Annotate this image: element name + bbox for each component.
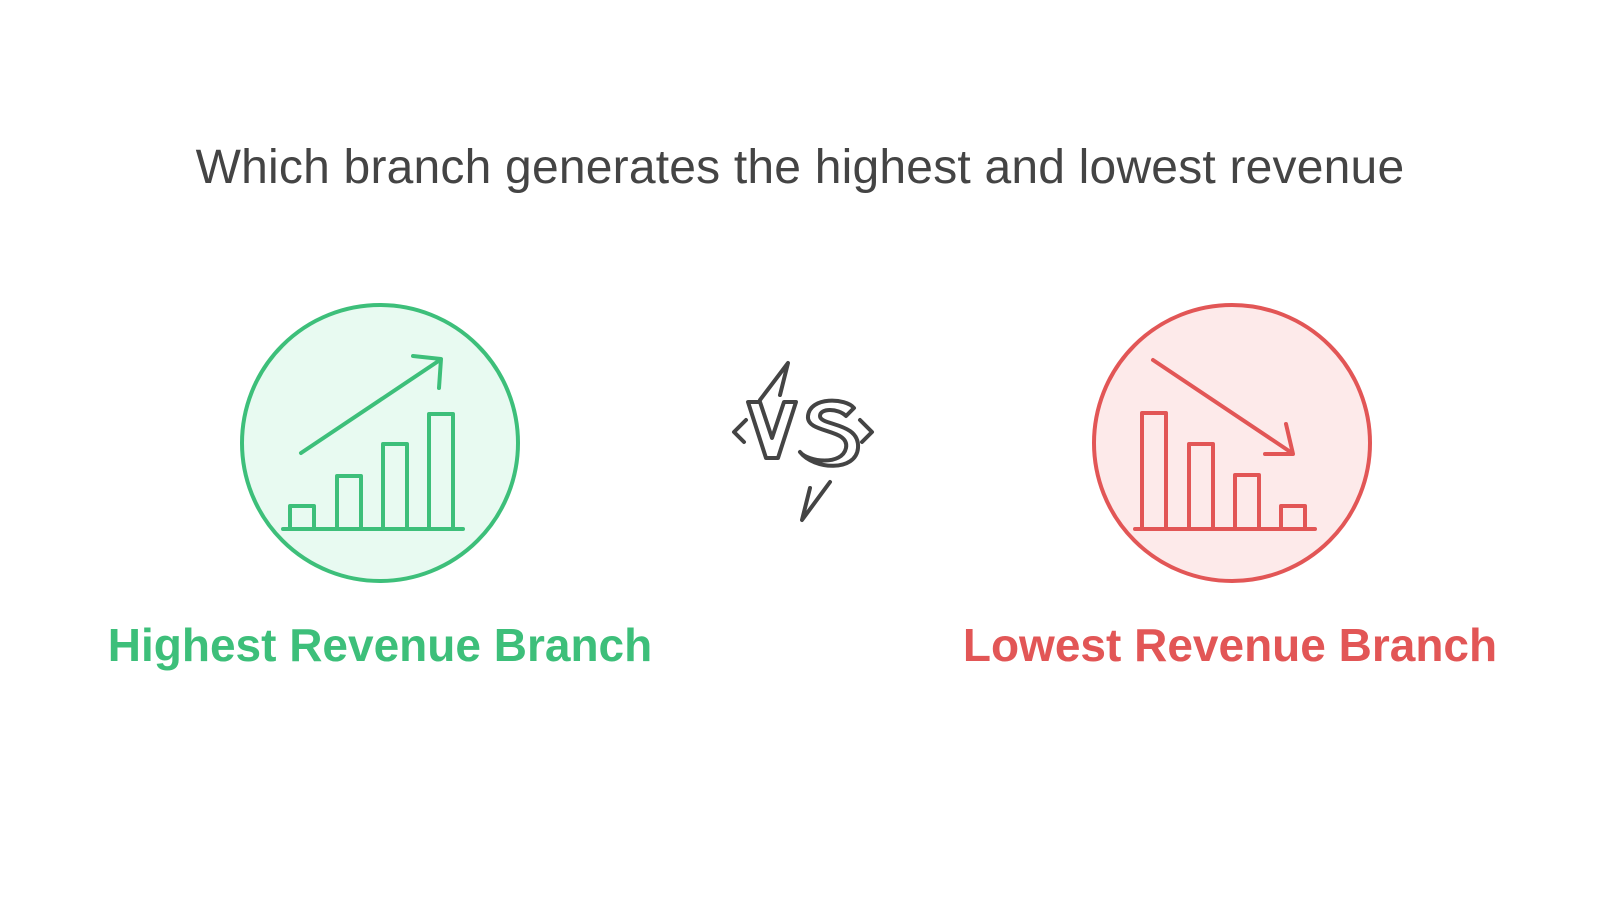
bar-chart-down-icon-graphic (1092, 303, 1372, 583)
lowest-revenue-label: Lowest Revenue Branch (962, 619, 1498, 671)
bar-chart-up-icon (235, 298, 525, 588)
bar-chart-up-icon-graphic (240, 303, 520, 583)
highest-revenue-label: Highest Revenue Branch (107, 619, 653, 671)
versus-icon (728, 360, 880, 530)
bar-chart-down-icon (1087, 298, 1377, 588)
versus-icon-graphic (732, 361, 874, 522)
diagram-title: Which branch generates the highest and l… (195, 141, 1405, 194)
